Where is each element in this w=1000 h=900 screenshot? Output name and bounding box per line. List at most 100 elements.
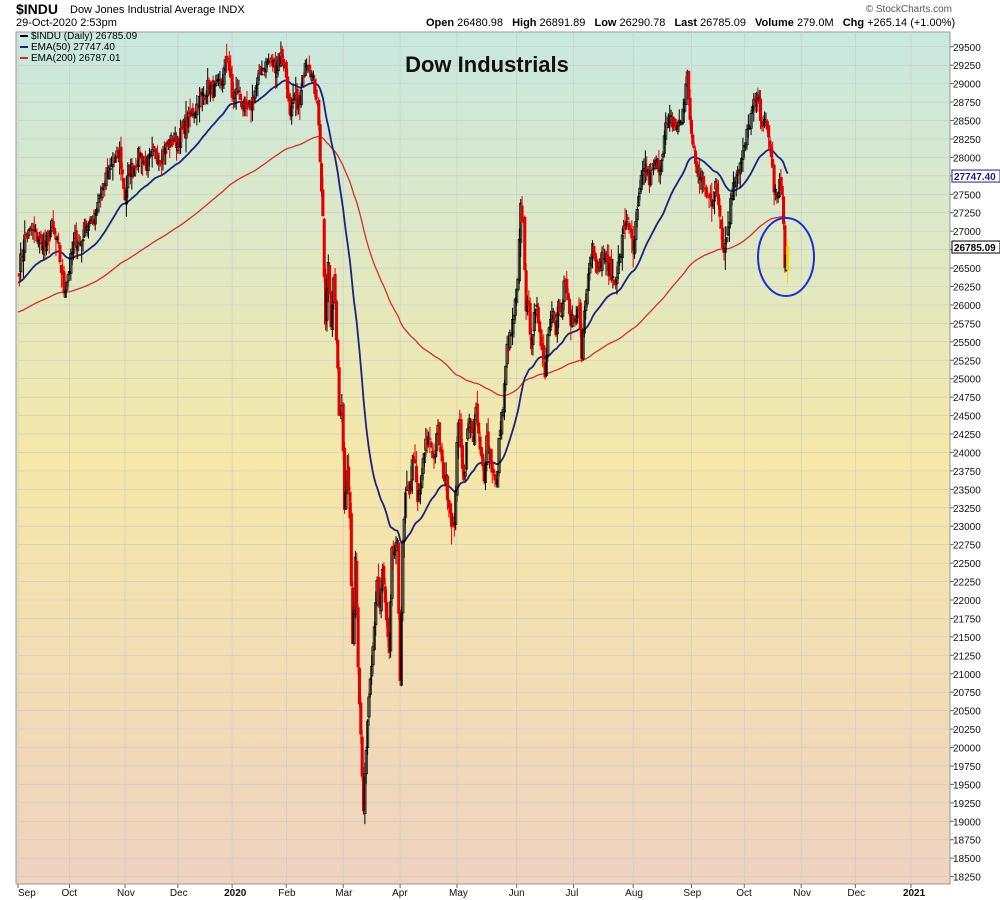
candle-body: [596, 267, 600, 271]
candle-body: [25, 236, 30, 239]
candle-body: [307, 64, 311, 69]
candle-body: [230, 73, 234, 98]
candle-body: [414, 465, 418, 483]
candle-body: [464, 442, 469, 470]
candle-body: [214, 83, 218, 87]
candle-body: [628, 227, 633, 230]
candle-body: [578, 302, 582, 331]
candle-body: [749, 113, 753, 129]
copyright-text: © StockCharts.com: [865, 4, 952, 15]
candle-body: [486, 431, 490, 450]
candle-body: [620, 234, 624, 258]
candle-body: [786, 246, 790, 270]
candle-body: [57, 242, 61, 245]
y-tick-label: 24750: [953, 393, 981, 404]
value-tag-box: [951, 169, 1000, 183]
candle-body: [368, 678, 372, 695]
candle-body: [528, 302, 532, 335]
y-tick-label: 21750: [953, 614, 981, 625]
candle-body: [429, 442, 433, 448]
candle-body: [422, 453, 427, 463]
candle-body: [256, 77, 260, 85]
candle-body: [772, 164, 776, 193]
candle-body: [692, 145, 696, 149]
candle-body: [372, 626, 376, 651]
candle-body: [782, 196, 786, 225]
low-value: 26290.78: [619, 17, 666, 29]
candle-body: [355, 560, 359, 611]
candle-body: [126, 175, 130, 189]
candle-body: [330, 305, 334, 330]
candle-body: [269, 57, 273, 60]
y-tick-label: 29000: [953, 80, 981, 91]
candle-body: [402, 518, 406, 542]
candle-body: [62, 271, 66, 294]
candle-body: [403, 492, 408, 518]
candle-body: [160, 160, 164, 164]
candle-body: [245, 101, 249, 110]
high-label: High: [512, 17, 537, 29]
candle-body: [506, 347, 511, 352]
candle-body: [268, 61, 272, 64]
candle-body: [615, 276, 619, 285]
candle-body: [74, 230, 78, 248]
y-tick-label: 21250: [953, 651, 981, 662]
x-tick-label: Oct: [61, 888, 77, 899]
y-tick-label: 26500: [953, 264, 981, 275]
candle-body: [366, 720, 370, 748]
candle-body: [448, 503, 452, 514]
candle-body: [302, 75, 306, 78]
candle-body: [203, 97, 207, 100]
candle-body: [282, 58, 286, 67]
open-value: 26480.98: [457, 17, 504, 29]
candle-body: [258, 66, 263, 74]
y-tick-label: 22000: [953, 596, 981, 607]
x-tick-label: Oct: [736, 888, 752, 899]
x-tick-label: Nov: [793, 888, 811, 899]
y-tick-label: 24000: [953, 448, 981, 459]
candle-body: [86, 225, 91, 231]
candle-body: [475, 403, 479, 422]
candle-body: [290, 106, 294, 117]
candle-body: [333, 273, 337, 302]
candle-body: [58, 245, 62, 263]
y-tick-label: 19250: [953, 799, 981, 810]
candle-body: [24, 233, 28, 237]
candle-body: [691, 134, 695, 145]
candle-body: [664, 122, 668, 140]
y-tick-label: 22250: [953, 578, 981, 589]
candle-body: [397, 542, 401, 614]
y-tick-label: 27500: [953, 190, 981, 201]
value-tag-label: 27747.40: [954, 172, 996, 183]
y-tick-label: 18500: [953, 854, 981, 865]
candle-body: [637, 196, 641, 207]
candle-body: [769, 147, 773, 158]
quote-bar: Open 26480.98 High 26891.89 Low 26290.78 La…: [426, 17, 961, 29]
candle-body: [670, 116, 675, 128]
y-tick-label: 18750: [953, 836, 981, 847]
candle-body: [81, 239, 85, 242]
candle-body: [364, 750, 368, 775]
legend-price-text: $INDU (Daily) 26785.09: [31, 31, 138, 42]
value-tag-box: [951, 240, 1000, 254]
y-tick-label: 19750: [953, 762, 981, 773]
candle-body: [410, 459, 414, 481]
volume-label: Volume: [755, 17, 794, 29]
y-tick-label: 29500: [953, 43, 981, 54]
candle-body: [314, 89, 318, 100]
candle-body: [489, 448, 493, 465]
candle-body: [626, 217, 630, 221]
y-tick-label: 25500: [953, 338, 981, 349]
candle-body: [689, 119, 693, 134]
y-tick-label: 23250: [953, 504, 981, 515]
candle-body: [389, 601, 393, 652]
y-tick-label: 20500: [953, 707, 981, 718]
candle-body: [531, 334, 535, 346]
candle-body: [702, 176, 706, 186]
candle-body: [150, 149, 154, 157]
candle-body: [428, 438, 432, 440]
candle-body: [780, 185, 784, 195]
timestamp: 29-Oct-2020 2:53pm: [16, 17, 117, 29]
candle-body: [708, 193, 712, 199]
low-label: Low: [594, 17, 617, 29]
